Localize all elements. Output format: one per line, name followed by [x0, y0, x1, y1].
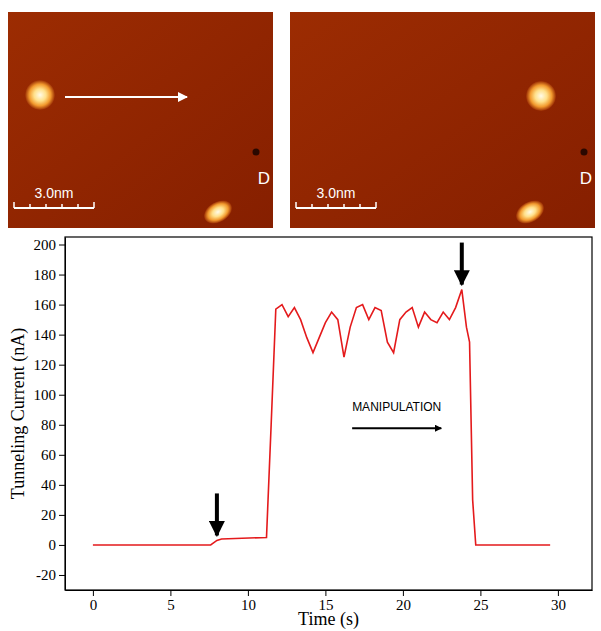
- y-tick: 0: [49, 537, 66, 553]
- scale-bar-tick: [375, 202, 377, 208]
- y-tick-label: 200: [34, 237, 57, 253]
- scale-bar-tick: [327, 204, 329, 208]
- y-tick: 200: [34, 237, 66, 253]
- y-tick-mark: [59, 455, 65, 456]
- y-tick: 100: [34, 387, 66, 403]
- plot-area: [93, 290, 550, 545]
- plot-frame: [65, 237, 592, 590]
- y-axis-title: Tunneling Current (nA): [8, 328, 29, 499]
- x-tick-mark: [403, 590, 404, 596]
- x-tick-mark: [93, 590, 94, 596]
- y-tick-label: 140: [34, 327, 57, 343]
- scale-bar: [14, 207, 94, 209]
- x-tick: 10: [241, 590, 256, 613]
- y-tick-label: 160: [34, 297, 57, 313]
- y-tick-label: -20: [36, 567, 56, 583]
- x-tick: 30: [551, 590, 566, 613]
- y-tick: 120: [34, 357, 66, 373]
- defect: [581, 149, 588, 156]
- y-tick-mark: [59, 245, 65, 246]
- y-tick: 80: [41, 417, 65, 433]
- x-tick-mark: [480, 590, 481, 596]
- x-tick-label: 10: [241, 597, 256, 613]
- scale-bar-tick: [359, 204, 361, 208]
- y-tick-mark: [59, 515, 65, 516]
- x-tick: 0: [90, 590, 98, 613]
- y-tick-mark: [59, 575, 65, 576]
- adatom: [512, 196, 548, 228]
- y-tick-mark: [59, 545, 65, 546]
- y-tick: -20: [36, 567, 65, 583]
- x-tick-mark: [558, 590, 559, 596]
- defect-label: D: [580, 169, 592, 188]
- x-axis-title: Time (s): [298, 609, 359, 630]
- y-tick-mark: [59, 395, 65, 396]
- y-tick: 180: [34, 267, 66, 283]
- y-tick-label: 60: [41, 447, 56, 463]
- current-trace: [93, 290, 550, 545]
- scale-bar-tick: [343, 204, 345, 208]
- stm-image: D 3.0nm: [8, 12, 273, 228]
- y-tick: 20: [41, 507, 65, 523]
- move-arrow: [65, 96, 187, 98]
- y-tick-label: 0: [49, 537, 57, 553]
- scale-bar-tick: [45, 204, 47, 208]
- figure: D3.0nmD3.0nm051015202530-200204060801001…: [0, 0, 601, 631]
- x-tick-label: 0: [90, 597, 98, 613]
- image-background: [290, 12, 595, 228]
- stm-image: D 3.0nm: [290, 12, 595, 228]
- x-tick-label: 30: [551, 597, 566, 613]
- scale-bar-tick: [29, 204, 31, 208]
- x-tick-label: 25: [473, 597, 488, 613]
- y-tick-label: 40: [41, 477, 56, 493]
- y-tick-label: 120: [34, 357, 57, 373]
- y-tick-mark: [59, 365, 65, 366]
- y-axis-line: [65, 238, 66, 591]
- event-arrow: [215, 493, 219, 535]
- y-tick: 140: [34, 327, 66, 343]
- scale-bar-tick: [311, 204, 313, 208]
- image-background: [8, 12, 273, 228]
- y-tick-label: 80: [41, 417, 56, 433]
- scale-bar-tick: [295, 202, 297, 208]
- x-tick-label: 5: [167, 597, 175, 613]
- x-tick-mark: [248, 590, 249, 596]
- y-tick: 40: [41, 477, 65, 493]
- y-tick-label: 20: [41, 507, 56, 523]
- y-tick: 60: [41, 447, 65, 463]
- adatom: [25, 80, 55, 110]
- y-tick: 160: [34, 297, 66, 313]
- scale-bar-tick: [77, 204, 79, 208]
- x-axis-line: [66, 590, 593, 591]
- x-tick: 5: [167, 590, 175, 613]
- event-arrow: [460, 243, 464, 285]
- y-tick-mark: [59, 275, 65, 276]
- x-tick: 20: [396, 590, 411, 613]
- scale-bar-tick: [61, 204, 63, 208]
- x-tick-label: 20: [396, 597, 411, 613]
- y-tick-label: 100: [34, 387, 57, 403]
- defect: [253, 149, 260, 156]
- scale-bar-tick: [93, 202, 95, 208]
- adatom: [200, 196, 236, 228]
- defect-label: D: [258, 169, 270, 188]
- scale-bar-label: 3.0nm: [317, 185, 356, 201]
- x-tick-mark: [325, 590, 326, 596]
- y-tick-mark: [59, 425, 65, 426]
- y-tick-label: 180: [34, 267, 57, 283]
- annotation-arrow: [352, 427, 441, 429]
- annotation: MANIPULATION: [352, 400, 441, 414]
- y-axis: -20 0 20 40 60 80 100 120 140 160 180 200: [34, 237, 66, 591]
- scale-bar: [296, 207, 376, 209]
- scale-bar-label: 3.0nm: [35, 185, 74, 201]
- x-tick-mark: [170, 590, 171, 596]
- y-tick-mark: [59, 335, 65, 336]
- y-tick-mark: [59, 305, 65, 306]
- adatom: [526, 81, 556, 111]
- x-tick: 25: [473, 590, 488, 613]
- scale-bar-tick: [13, 202, 15, 208]
- y-tick-mark: [59, 485, 65, 486]
